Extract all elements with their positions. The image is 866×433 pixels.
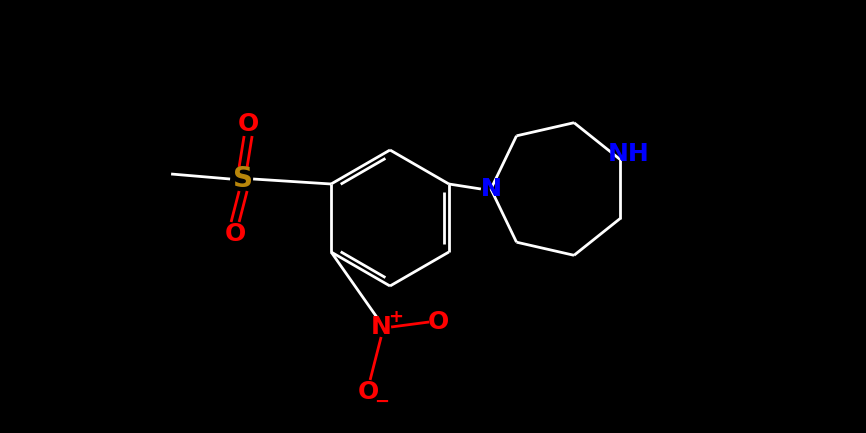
Text: +: + xyxy=(389,308,404,326)
Text: O: O xyxy=(428,310,449,334)
Text: O: O xyxy=(358,380,378,404)
Text: S: S xyxy=(233,165,253,193)
Text: N: N xyxy=(371,315,391,339)
Text: N: N xyxy=(481,177,501,201)
Text: NH: NH xyxy=(607,142,649,167)
Text: −: − xyxy=(375,393,390,411)
Text: N: N xyxy=(481,177,501,201)
Text: O: O xyxy=(224,222,246,246)
Text: O: O xyxy=(237,112,259,136)
